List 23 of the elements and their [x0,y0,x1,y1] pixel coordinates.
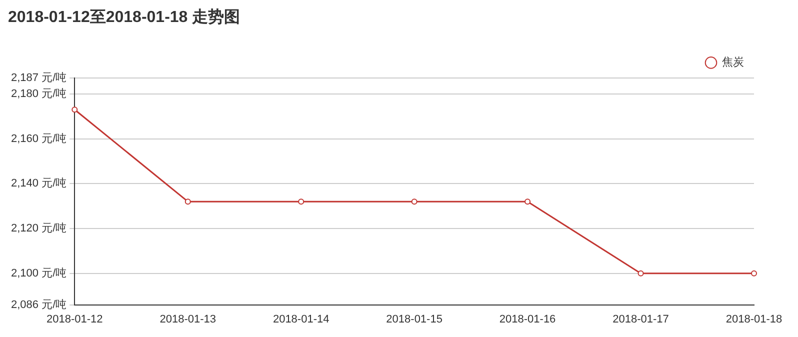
point [751,270,757,276]
y-tick-label: 2,100 元/吨 [11,266,67,280]
y-tick-label: 2,086 元/吨 [11,298,67,311]
point [411,198,418,205]
x-tick-label: 2018-01-13 [160,313,216,326]
point [638,270,644,276]
y-tick-label: 2,140 元/吨 [11,176,67,190]
point [184,198,191,205]
x-tick-label: 2018-01-17 [612,313,669,326]
legend-label: 焦炭 [722,56,744,69]
x-tick-label: 2018-01-14 [272,313,330,326]
y-tick-label: 2,187 元/吨 [11,71,67,84]
x-tick-label: 2018-01-15 [386,313,442,326]
y-tick-label: 2,120 元/吨 [11,222,67,235]
point [72,106,78,113]
y-tick-label: 2,180 元/吨 [11,86,67,100]
x-tick-label: 2018-01-12 [46,313,103,326]
y-tick-label: 2,160 元/吨 [11,132,67,145]
chart-title: 2018-01-12至2018-01-18 走势图 [8,8,240,26]
point [298,198,304,205]
x-tick-label: 2018-01-16 [499,313,556,326]
x-tick-label: 2018-01-18 [726,313,782,326]
point [524,198,531,205]
